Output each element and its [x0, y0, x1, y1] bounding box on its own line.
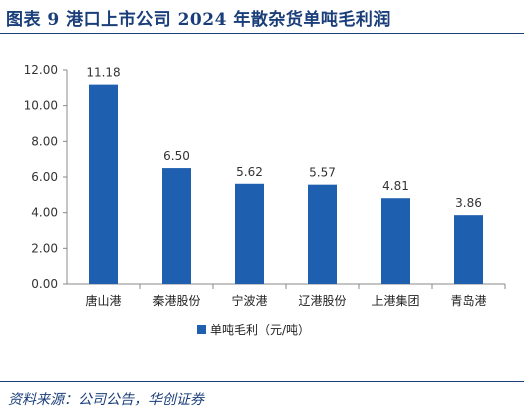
x-tick-label: 上港集团 [371, 293, 419, 308]
bar [162, 168, 191, 284]
source-bar: 资料来源：公司公告，华创证券 [0, 381, 524, 413]
y-tick-label: 6.00 [31, 170, 58, 184]
y-tick-label: 4.00 [31, 206, 58, 220]
data-label: 5.62 [236, 165, 263, 179]
legend-label: 单吨毛利（元/吨） [210, 323, 310, 337]
y-tick-label: 0.00 [31, 277, 58, 291]
y-tick-label: 12.00 [24, 63, 58, 77]
legend-swatch [197, 325, 206, 334]
x-tick-label: 青岛港 [450, 293, 486, 308]
x-tick-label: 辽港股份 [298, 294, 346, 308]
bar [381, 198, 410, 284]
data-label: 4.81 [382, 179, 409, 193]
data-label: 5.57 [309, 166, 336, 180]
y-tick-label: 10.00 [24, 99, 58, 113]
bar [235, 183, 264, 284]
figure-title: 图表 9 港口上市公司 2024 年散杂货单吨毛利润 [6, 10, 391, 30]
bar [89, 84, 118, 284]
y-tick-label: 8.00 [31, 134, 58, 148]
data-label: 6.50 [163, 149, 190, 163]
source-note: 资料来源：公司公告，华创证券 [8, 392, 204, 408]
figure-title-bar: 图表 9 港口上市公司 2024 年散杂货单吨毛利润 [0, 0, 524, 34]
data-label: 3.86 [455, 196, 482, 210]
x-tick-label: 唐山港 [85, 293, 121, 308]
x-tick-label: 秦港股份 [152, 294, 200, 308]
x-tick-label: 宁波港 [231, 293, 267, 308]
bar [454, 215, 483, 284]
data-label: 11.18 [86, 66, 120, 80]
y-tick-label: 2.00 [31, 241, 58, 255]
bar [308, 184, 337, 284]
